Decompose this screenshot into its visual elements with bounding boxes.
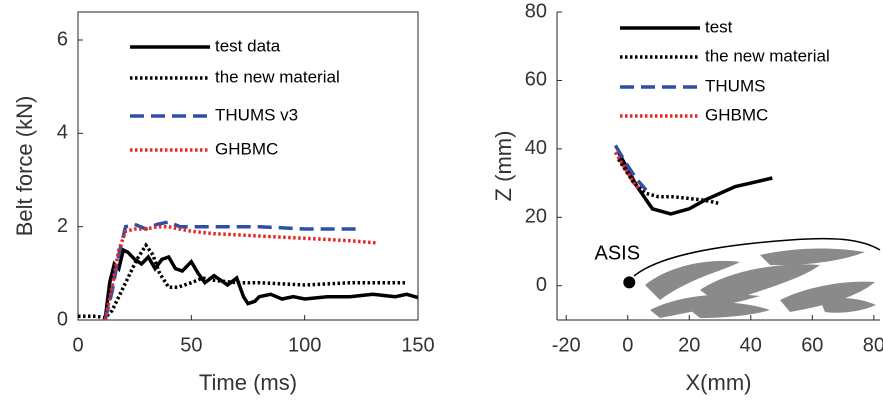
legend-label: the new material (215, 67, 340, 86)
x-tick-label: 50 (180, 334, 202, 356)
series-line (103, 224, 378, 321)
series-line (613, 151, 642, 192)
legend-label: GHBMC (705, 105, 768, 124)
y-tick-label: 80 (525, 0, 547, 22)
series-line (613, 144, 648, 192)
series-line (617, 158, 721, 206)
series-line (103, 247, 419, 320)
x-tick-label: 0 (72, 334, 83, 356)
x-tick-label: 0 (622, 334, 633, 356)
legend-label: THUMS v3 (215, 105, 298, 124)
x-tick-label: 80 (863, 334, 883, 356)
x-axis-label: X(mm) (686, 370, 752, 395)
legend-label: test (705, 17, 733, 36)
x-axis-label: Time (ms) (199, 370, 297, 395)
x-tick-label: 20 (678, 334, 700, 356)
x-tick-label: 100 (288, 334, 321, 356)
x-tick-label: -20 (552, 334, 581, 356)
legend-label: GHBMC (215, 139, 278, 158)
y-tick-label: 0 (57, 308, 68, 330)
series-line (78, 242, 407, 320)
y-tick-label: 6 (57, 28, 68, 50)
x-tick-label: 40 (740, 334, 762, 356)
legend-label: test data (215, 36, 281, 55)
axes-box (77, 11, 419, 321)
x-tick-label: 60 (801, 334, 823, 356)
y-axis-label: Z (mm) (491, 131, 516, 202)
legend-label: THUMS (705, 76, 765, 95)
annotation-label: ASIS (595, 243, 641, 265)
legend-label: the new material (705, 46, 830, 65)
y-tick-label: 4 (57, 122, 68, 144)
y-tick-label: 60 (525, 69, 547, 91)
y-tick-label: 0 (536, 274, 547, 296)
annotation-point (623, 276, 636, 289)
pelvis-sketch (633, 237, 881, 320)
x-tick-label: 150 (401, 334, 434, 356)
y-tick-label: 20 (525, 206, 547, 228)
y-tick-label: 40 (525, 137, 547, 159)
y-tick-label: 2 (57, 215, 68, 237)
y-axis-label: Belt force (kN) (12, 96, 37, 237)
series-line (103, 220, 362, 321)
